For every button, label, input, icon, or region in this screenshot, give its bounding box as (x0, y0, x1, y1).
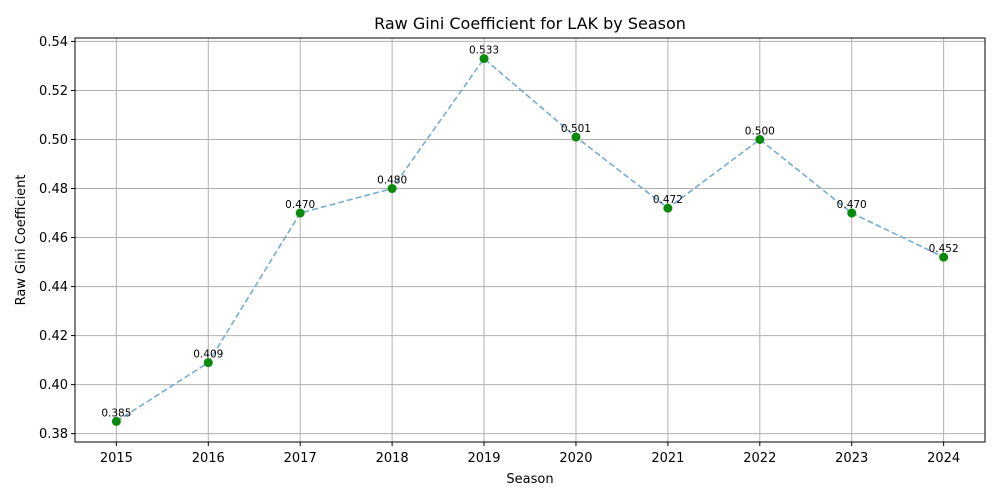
data-label: 0.409 (193, 349, 223, 361)
x-tick-label: 2022 (743, 451, 776, 466)
data-label: 0.501 (561, 123, 591, 135)
x-tick-label: 2017 (284, 451, 317, 466)
y-tick-label: 0.52 (39, 84, 68, 99)
x-tick-label: 2019 (467, 451, 500, 466)
x-tick-label: 2018 (376, 451, 409, 466)
y-axis-label: Raw Gini Coefficient (14, 175, 29, 306)
series-group (111, 54, 949, 426)
y-tick-label: 0.42 (39, 329, 68, 344)
data-label: 0.480 (377, 175, 407, 187)
y-tick-label: 0.50 (39, 133, 68, 148)
y-tick-label: 0.44 (39, 280, 68, 295)
y-tick-label: 0.46 (39, 231, 68, 246)
y-tick-label: 0.38 (39, 427, 68, 442)
x-tick-label: 2020 (559, 451, 592, 466)
data-label: 0.533 (469, 45, 499, 57)
data-point (571, 132, 581, 142)
x-tick-label: 2016 (192, 451, 225, 466)
data-point (847, 208, 857, 218)
data-label: 0.385 (101, 407, 131, 419)
data-label: 0.470 (837, 199, 867, 211)
data-point (663, 203, 673, 213)
data-label: 0.470 (285, 199, 315, 211)
x-axis-ticks: 2015 2016 2017 2018 2019 2020 2021 2022 2023 2024 (100, 442, 960, 466)
series-line (115, 57, 944, 423)
x-axis-label: Season (506, 472, 553, 487)
data-labels: 0.385 0.409 0.470 0.480 0.533 0.501 0.472 0.500… (101, 45, 958, 420)
data-point (479, 54, 489, 64)
y-tick-label: 0.54 (39, 35, 68, 50)
data-label: 0.472 (653, 194, 683, 206)
chart-title: Raw Gini Coefficient for LAK by Season (374, 14, 686, 33)
data-point (295, 208, 305, 218)
data-point (387, 184, 397, 194)
data-point (203, 358, 213, 368)
data-point (755, 134, 765, 144)
y-axis-ticks: 0.38 0.40 0.42 0.44 0.46 0.48 0.50 0.52 0.54 (39, 35, 75, 442)
data-point (939, 252, 949, 262)
x-tick-label: 2023 (835, 451, 868, 466)
x-tick-label: 2024 (927, 451, 960, 466)
y-tick-label: 0.40 (39, 378, 68, 393)
data-label: 0.500 (745, 125, 775, 137)
x-tick-label: 2021 (651, 451, 684, 466)
data-label: 0.452 (929, 243, 959, 255)
plot-area-frame (74, 37, 986, 443)
data-point (111, 416, 121, 426)
y-tick-label: 0.48 (39, 182, 68, 197)
x-tick-label: 2015 (100, 451, 133, 466)
grid-lines (75, 38, 985, 442)
